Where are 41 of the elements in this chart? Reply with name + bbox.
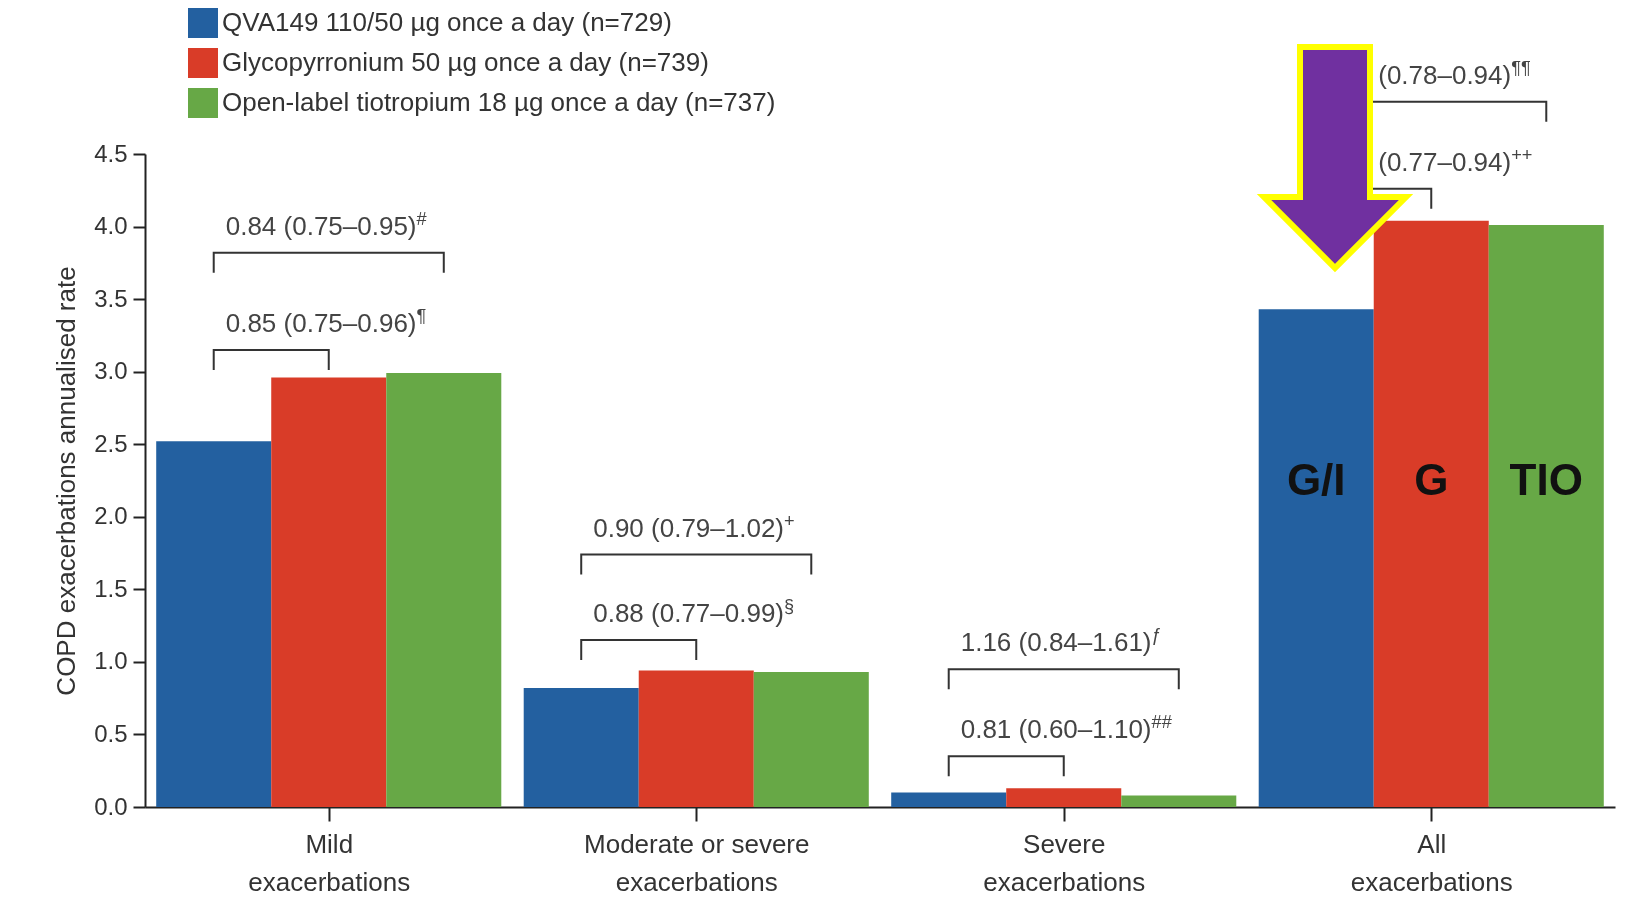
annotation: (0.77–0.94)$^{++}$ bbox=[1378, 144, 1533, 177]
y-tick-label: 3.5 bbox=[94, 284, 128, 312]
bar bbox=[1006, 788, 1122, 807]
bar bbox=[753, 672, 869, 807]
text: (0.78–0.94)$^{¶¶}$ bbox=[1378, 57, 1531, 90]
bar bbox=[1373, 220, 1489, 807]
annotation: 1.16 (0.84–1.61)$^{ƒ}$ bbox=[960, 625, 1162, 658]
x-tick-label: All exacerbations bbox=[1350, 828, 1513, 897]
bar bbox=[156, 441, 272, 807]
bar bbox=[1258, 309, 1374, 807]
legend-label: QVA149 110/50 µg once a day (n=729) bbox=[222, 7, 672, 37]
annotation: 0.85 (0.75–0.96)$^{¶}$ bbox=[225, 305, 427, 338]
y-tick-label: 4.0 bbox=[94, 212, 128, 240]
y-tick-label: 0.5 bbox=[94, 719, 128, 747]
legend-label: Glycopyrronium 50 µg once a day (n=739) bbox=[222, 47, 709, 77]
y-tick-label: 0.0 bbox=[94, 792, 128, 820]
y-axis-title: COPD exacerbations annualised rate bbox=[51, 266, 82, 696]
y-tick-label: 1.0 bbox=[94, 647, 128, 675]
bar bbox=[1121, 795, 1237, 807]
annotation: 0.81 (0.60–1.10)$^{##}$ bbox=[960, 712, 1173, 745]
bar bbox=[386, 373, 502, 807]
annotation: 0.90 (0.79–1.02)$^{+}$ bbox=[593, 510, 795, 543]
x-tick-label: Moderate or severe exacerbations bbox=[584, 828, 810, 897]
annotation: 0.84 (0.75–0.95)$^{#}$ bbox=[225, 208, 428, 241]
annotation: G/I bbox=[1286, 455, 1346, 505]
legend-label: Open-label tiotropium 18 µg once a day (n=737) bbox=[222, 87, 776, 117]
x-tick-label: Mild exacerbations bbox=[248, 828, 411, 897]
annotation: 0.88 (0.77–0.99)$^{§}$ bbox=[593, 596, 795, 629]
bar bbox=[271, 377, 387, 807]
annotation: TIO bbox=[1509, 455, 1583, 505]
y-tick-label: 2.5 bbox=[94, 429, 128, 457]
y-tick-label: 2.0 bbox=[94, 502, 128, 530]
bar bbox=[1488, 225, 1604, 807]
y-tick-label: 3.0 bbox=[94, 357, 128, 385]
y-tick-label: 1.5 bbox=[94, 574, 128, 602]
y-tick-label: 4.5 bbox=[94, 139, 128, 167]
bar bbox=[638, 670, 754, 807]
bar bbox=[523, 688, 639, 807]
x-tick-label: Severe exacerbations bbox=[983, 828, 1146, 897]
annotation: G bbox=[1414, 455, 1449, 505]
bar bbox=[891, 792, 1007, 807]
